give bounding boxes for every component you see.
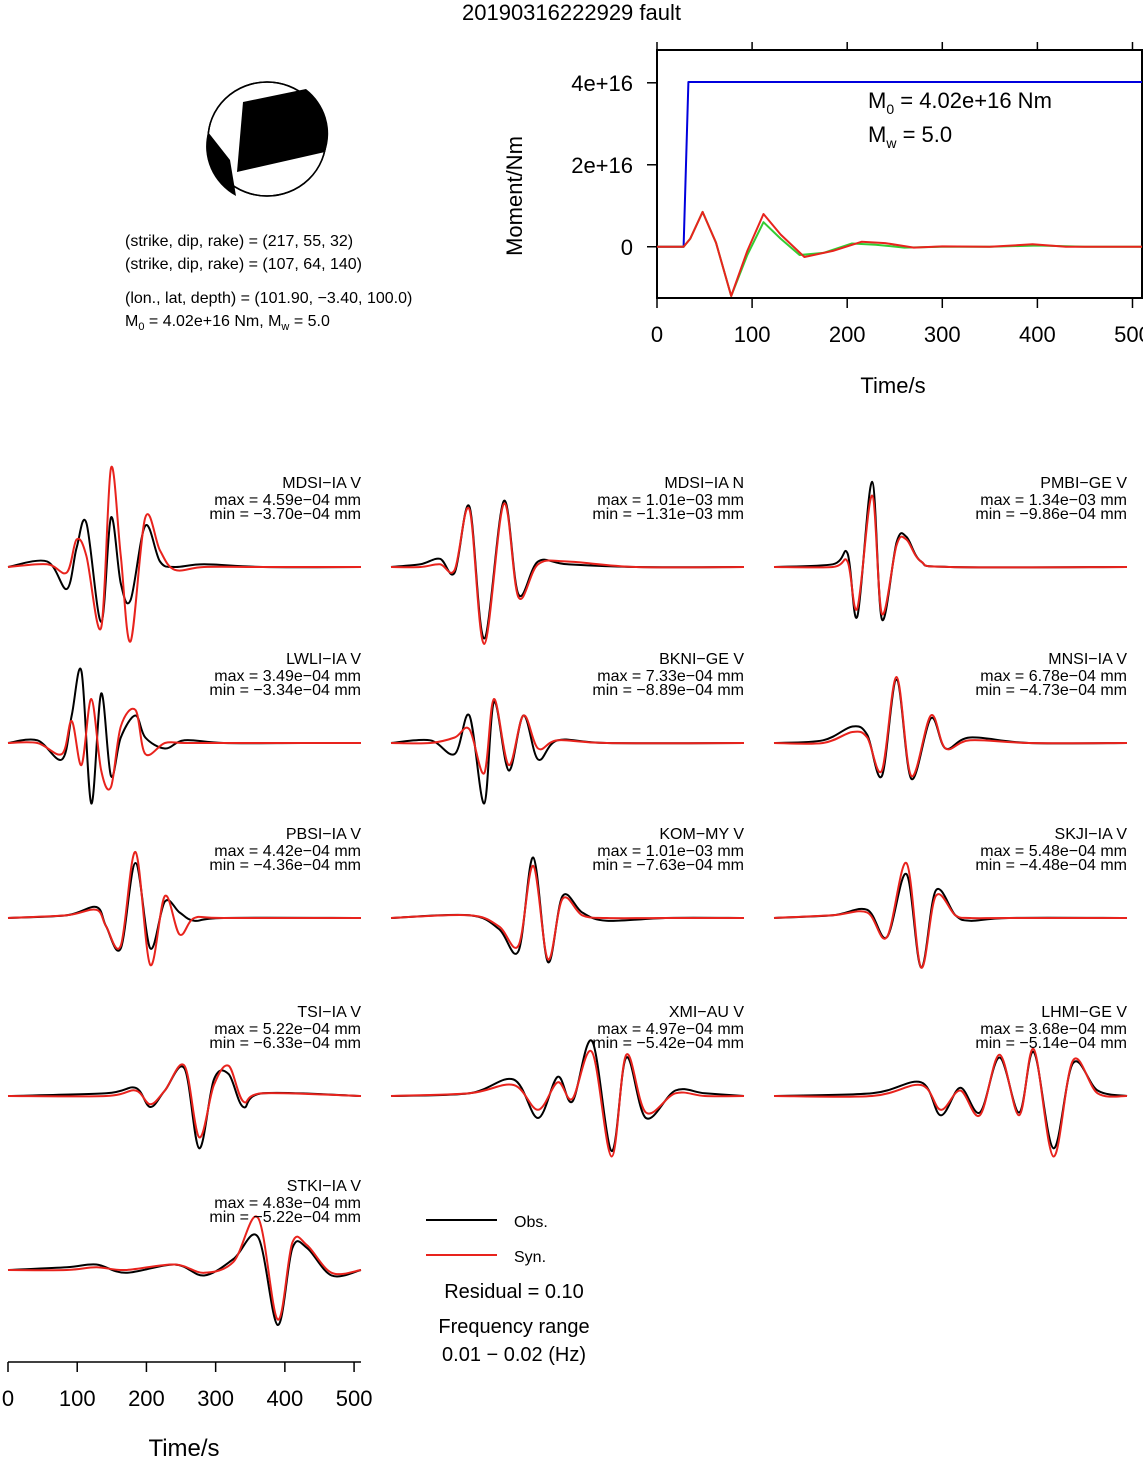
station-name: LHMI−GE V — [1041, 1004, 1127, 1021]
station-name: PBSI−IA V — [286, 826, 361, 843]
station-max: max = 4.42e−04 mm — [214, 843, 361, 860]
waveform-syn-trace — [390, 864, 744, 961]
station-max: max = 3.68e−04 mm — [980, 1021, 1127, 1038]
stf-x-tick-label: 500 — [1114, 322, 1143, 347]
waveform-syn-trace — [7, 697, 361, 791]
frequency-range-label: Frequency range — [438, 1316, 589, 1338]
station-max: max = 5.22e−04 mm — [214, 1021, 361, 1038]
station-name: BKNI−GE V — [659, 651, 744, 668]
stf-x-tick-label: 200 — [829, 322, 866, 347]
station-name: STKI−IA V — [287, 1178, 362, 1195]
station-min: min = −5.42e−04 mm — [592, 1035, 744, 1052]
station-max: max = 1.01e−03 mm — [597, 492, 744, 509]
waveform-syn-trace — [773, 494, 1128, 616]
source-time-function-chart: 0 100 200 300 400 500 0 2e+16 4e+16 Moment/Nm Ti… — [502, 42, 1143, 398]
station-min: min = −4.73e−04 mm — [975, 682, 1127, 699]
waveform-syn-trace — [7, 850, 361, 966]
stf-annotation-m0: M0 = 4.02e+16 Nm — [868, 88, 1052, 117]
waveform-syn-trace — [7, 465, 361, 643]
station-name: KOM−MY V — [659, 826, 744, 843]
waveform-syn-trace — [7, 1215, 362, 1321]
legend-syn-label: Syn. — [514, 1249, 546, 1266]
stf-x-tick-label: 400 — [1019, 322, 1056, 347]
station-min: min = −4.48e−04 mm — [975, 857, 1127, 874]
stf-annotation-mw: Mw = 5.0 — [868, 122, 952, 151]
station-name: PMBI−GE V — [1040, 475, 1127, 492]
station-max: max = 1.34e−03 mm — [980, 492, 1127, 509]
waveform-obs-trace — [7, 1233, 362, 1327]
station-min: min = −5.14e−04 mm — [975, 1035, 1127, 1052]
waveform-x-tick-label: 500 — [336, 1386, 373, 1411]
waveform-syn-trace — [773, 861, 1127, 969]
station-max: max = 1.01e−03 mm — [597, 843, 744, 860]
station-min: min = −7.63e−04 mm — [592, 857, 744, 874]
stf-y-tick-label: 4e+16 — [571, 71, 633, 96]
waveform-xlabel: Time/s — [148, 1435, 219, 1458]
waveform-x-tick-label: 200 — [128, 1386, 165, 1411]
station-max: max = 5.48e−04 mm — [980, 843, 1127, 860]
station-max: max = 7.33e−04 mm — [597, 668, 744, 685]
stf-x-tick-label: 300 — [924, 322, 961, 347]
stf-x-tick-label: 0 — [651, 322, 663, 347]
station-min: min = −6.33e−04 mm — [209, 1035, 361, 1052]
stf-xlabel: Time/s — [860, 373, 925, 398]
moment-magnitude-line: M0 = 4.02e+16 Nm, Mw = 5.0 — [125, 313, 330, 334]
waveform-obs-trace — [7, 516, 362, 624]
stf-plot-frame — [656, 49, 1143, 299]
station-name: XMI−AU V — [669, 1004, 744, 1021]
station-min: min = −3.34e−04 mm — [209, 682, 361, 699]
stf-series-2 — [657, 210, 1142, 297]
waveform-syn-trace — [773, 675, 1128, 778]
stf-ylabel: Moment/Nm — [502, 136, 527, 256]
station-name: LWLI−IA V — [286, 651, 361, 668]
stf-y-tick-label: 0 — [621, 235, 633, 260]
station-name: SKJI−IA V — [1055, 826, 1128, 843]
beachball-icon — [206, 81, 329, 197]
waveform-syn-trace — [390, 1049, 745, 1158]
stf-x-tick-label: 100 — [734, 322, 771, 347]
station-min: min = −3.70e−04 mm — [209, 506, 361, 523]
residual-label: Residual = 0.10 — [444, 1281, 584, 1303]
station-min: min = −9.86e−04 mm — [975, 506, 1127, 523]
station-name: MNSI−IA V — [1048, 651, 1127, 668]
station-max: max = 6.78e−04 mm — [980, 668, 1127, 685]
legend-obs-label: Obs. — [514, 1214, 548, 1231]
waveform-obs-trace — [390, 1039, 745, 1153]
frequency-range-value: 0.01 − 0.02 (Hz) — [442, 1344, 586, 1366]
hypocenter-location: (lon., lat, depth) = (101.90, −3.40, 100… — [125, 290, 413, 307]
waveform-syn-trace — [390, 697, 745, 775]
waveform-obs-trace — [7, 1065, 362, 1150]
station-min: min = −5.22e−04 mm — [209, 1209, 361, 1226]
station-name: TSI−IA V — [297, 1004, 361, 1021]
waveform-obs-trace — [7, 861, 362, 952]
station-min: min = −8.89e−04 mm — [592, 682, 744, 699]
station-max: max = 4.83e−04 mm — [214, 1195, 361, 1212]
station-max: max = 4.59e−04 mm — [214, 492, 361, 509]
nodal-plane-2: (strike, dip, rake) = (107, 64, 140) — [125, 256, 362, 273]
station-max: max = 3.49e−04 mm — [214, 668, 361, 685]
station-min: min = −4.36e−04 mm — [209, 857, 361, 874]
waveform-x-tick-label: 400 — [267, 1386, 304, 1411]
station-name: MDSI−IA V — [282, 475, 361, 492]
station-max: max = 4.97e−04 mm — [597, 1021, 744, 1038]
nodal-plane-1: (strike, dip, rake) = (217, 55, 32) — [125, 233, 354, 250]
waveform-syn-trace — [390, 502, 745, 646]
station-name: MDSI−IA N — [664, 475, 744, 492]
waveform-syn-trace — [773, 1048, 1128, 1158]
stf-series-1 — [657, 210, 1142, 297]
waveform-x-tick-label: 0 — [2, 1386, 14, 1411]
station-min: min = −1.31e−03 mm — [592, 506, 744, 523]
stf-y-tick-label: 2e+16 — [571, 153, 633, 178]
waveform-obs-trace — [390, 700, 745, 805]
waveform-syn-trace — [7, 1063, 362, 1139]
page-title: 20190316222929 fault — [462, 0, 681, 25]
waveform-obs-trace — [773, 872, 1128, 969]
waveform-x-tick-label: 300 — [197, 1386, 234, 1411]
waveform-x-tick-label: 100 — [59, 1386, 96, 1411]
